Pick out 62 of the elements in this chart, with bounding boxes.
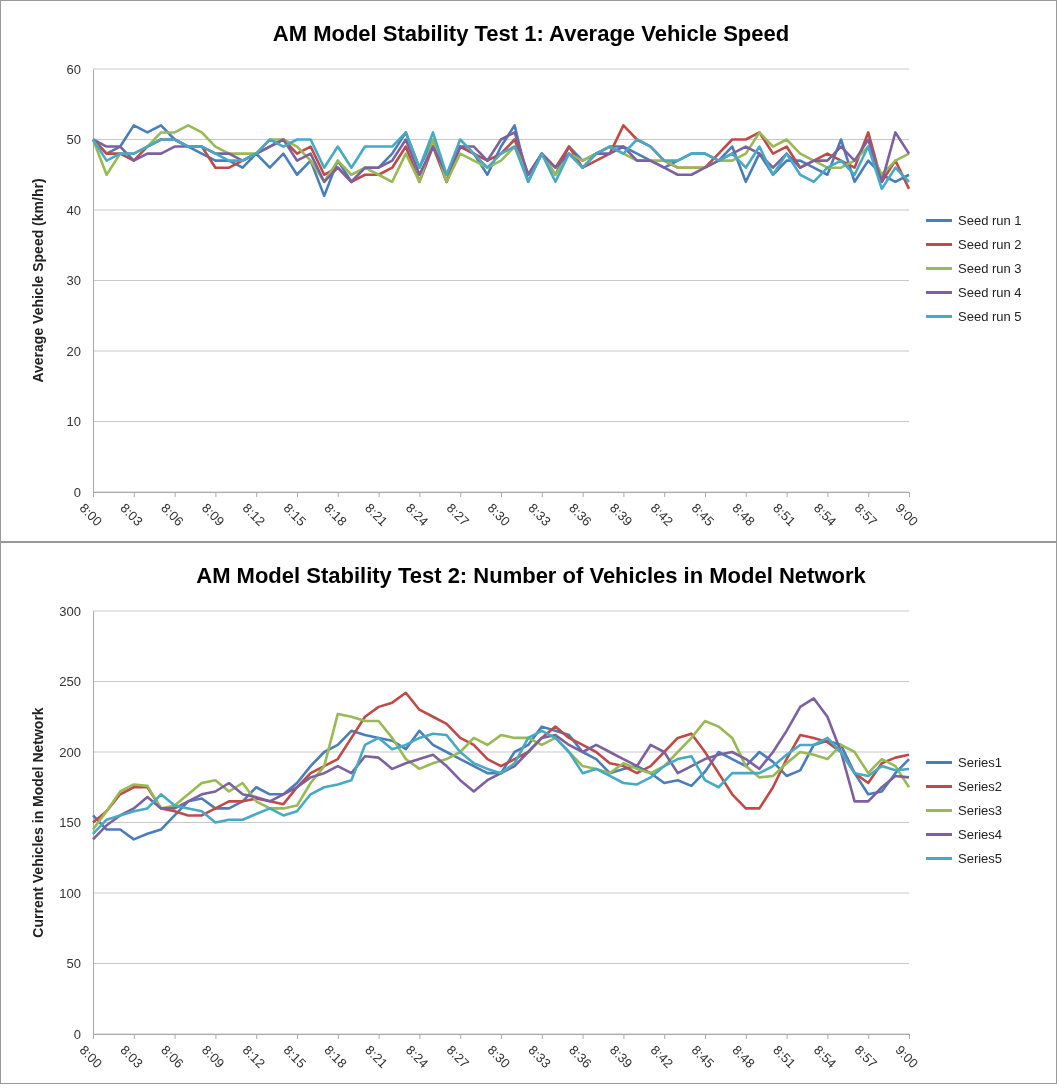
legend-label: Seed run 2: [958, 237, 1022, 253]
x-tick-label: 8:36: [566, 1042, 595, 1071]
y-tick-label: 50: [66, 956, 81, 972]
x-tick-label: 8:15: [280, 1042, 310, 1071]
x-tick-label: 8:18: [321, 1042, 350, 1071]
chart-title: AM Model Stability Test 2: Number of Vehicles in Model Network: [196, 563, 867, 588]
x-tick-label: 8:27: [443, 500, 473, 529]
y-tick-label: 30: [66, 273, 81, 289]
legend-label: Series4: [958, 827, 1003, 843]
x-tick-label: 8:00: [76, 500, 106, 529]
x-tick-label: 8:15: [280, 500, 310, 529]
x-tick-label: 8:30: [484, 500, 514, 529]
legend-label: Series3: [958, 803, 1003, 819]
x-tick-label: 8:24: [402, 1042, 432, 1071]
x-tick-label: 8:54: [810, 500, 840, 529]
chart-title: AM Model Stability Test 1: Average Vehicle Speed: [272, 21, 790, 46]
x-tick-label: 8:54: [810, 1042, 840, 1071]
legend-label: Series5: [958, 851, 1003, 867]
x-tick-label: 8:39: [606, 500, 636, 529]
legend-label: Seed run 3: [958, 261, 1022, 277]
legend-label: Seed run 1: [958, 213, 1022, 229]
y-tick-label: 50: [66, 132, 81, 148]
y-tick-label: 0: [73, 484, 81, 500]
y-tick-label: 200: [59, 744, 81, 760]
y-tick-label: 0: [73, 1026, 81, 1042]
x-tick-label: 8:03: [117, 500, 146, 529]
x-tick-label: 8:03: [117, 1042, 146, 1071]
y-tick-label: 40: [66, 202, 81, 218]
x-tick-label: 8:09: [198, 500, 228, 529]
legend-label: Series1: [958, 755, 1003, 771]
y-axis-title: Average Vehicle Speed (km/hr): [30, 178, 46, 383]
x-tick-label: 8:30: [484, 1042, 514, 1071]
x-tick-label: 8:48: [729, 500, 758, 529]
x-tick-label: 8:39: [606, 1042, 636, 1071]
x-tick-label: 8:33: [525, 500, 554, 529]
y-tick-label: 10: [66, 414, 81, 430]
y-tick-label: 100: [59, 885, 81, 901]
x-tick-label: 8:57: [851, 500, 881, 529]
y-tick-label: 20: [66, 343, 81, 359]
legend-label: Series2: [958, 779, 1003, 795]
x-tick-label: 8:18: [321, 500, 350, 529]
y-tick-label: 60: [66, 61, 81, 77]
x-tick-label: 8:24: [402, 500, 432, 529]
x-tick-label: 8:57: [851, 1042, 881, 1071]
legend-label: Seed run 5: [958, 309, 1022, 325]
y-axis-title: Current Vehicles in Model Network: [30, 707, 46, 938]
y-tick-label: 150: [59, 815, 81, 831]
x-tick-label: 8:45: [688, 500, 718, 529]
x-tick-label: 8:00: [76, 1042, 106, 1071]
x-tick-label: 8:06: [158, 1042, 187, 1071]
x-tick-label: 9:00: [892, 1042, 922, 1071]
x-tick-label: 8:27: [443, 1042, 473, 1071]
x-tick-label: 8:06: [158, 500, 187, 529]
legend-label: Seed run 4: [958, 285, 1022, 301]
x-tick-label: 8:33: [525, 1042, 554, 1071]
x-tick-label: 8:36: [566, 500, 595, 529]
y-tick-label: 300: [59, 603, 81, 619]
x-tick-label: 8:48: [729, 1042, 758, 1071]
x-tick-label: 8:45: [688, 1042, 718, 1071]
x-tick-label: 9:00: [892, 500, 922, 529]
y-tick-label: 250: [59, 674, 81, 690]
x-tick-label: 8:09: [198, 1042, 228, 1071]
